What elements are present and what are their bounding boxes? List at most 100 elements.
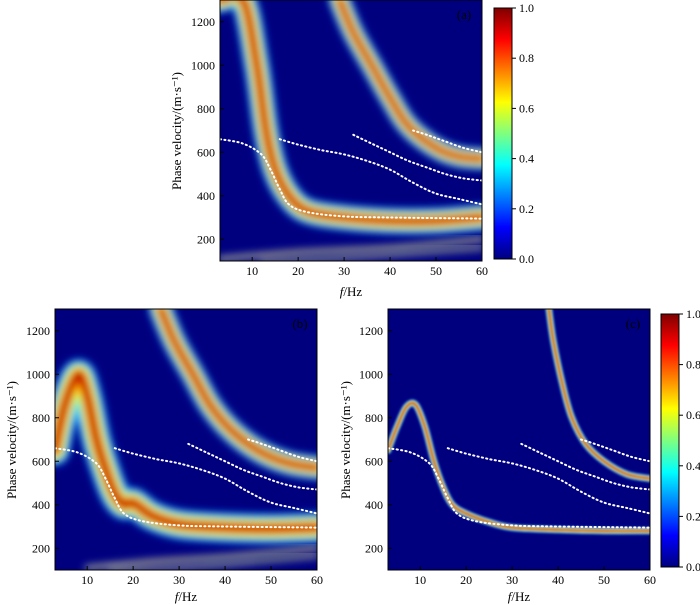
panel-a-ridges bbox=[220, 0, 482, 261]
panel-c-frame bbox=[387, 308, 651, 571]
panel-a-ytick-label-1000: 1000 bbox=[191, 58, 215, 72]
panel-c-ridge-first-higher-layer-6 bbox=[548, 309, 650, 480]
panel-a-ridge-first-higher bbox=[328, 0, 482, 170]
panel-a-xlabel: f/Hz bbox=[340, 284, 363, 299]
panel-b-ridge-low-velocity-2 bbox=[108, 553, 317, 570]
panel-c: 10 20 30 40 50 60 200 400 600 800 1000 1200 (c) f/H… bbox=[338, 308, 656, 604]
panel-c-dispersion-curves bbox=[388, 438, 650, 529]
panel-c-xtick-label-30: 30 bbox=[506, 573, 518, 587]
panel-a-curve-M1 bbox=[278, 138, 482, 206]
panel-a-ytick-label-400: 400 bbox=[197, 189, 215, 203]
panel-c-xlabel-var: f bbox=[508, 589, 514, 604]
panel-b-ytick-label-1000: 1000 bbox=[26, 367, 50, 381]
panel-b-ridge-low-velocity-1-layer-6 bbox=[86, 547, 317, 569]
panel-b-ytick-label-600: 600 bbox=[32, 454, 50, 468]
colorbar-bottom-tick-label-2: 0.4 bbox=[686, 459, 700, 473]
panel-b-xtick-label-60: 60 bbox=[311, 573, 323, 587]
panel-c-curve-M3 bbox=[580, 438, 650, 463]
panel-b-label: (b) bbox=[292, 316, 307, 331]
panel-b-dispersion-curves bbox=[55, 438, 317, 529]
panel-a-ridge-low-velocity-1-layer-6 bbox=[220, 238, 482, 260]
panel-c-ytick-label-400: 400 bbox=[365, 498, 383, 512]
colorbar-bottom-tick-label-1: 0.2 bbox=[686, 509, 700, 523]
panel-a-xtick-label-30: 30 bbox=[338, 264, 350, 278]
panel-b-ridges bbox=[55, 309, 317, 570]
colorbar-top-tick-label-5: 1.0 bbox=[519, 1, 534, 15]
panel-b-xlabel: f/Hz bbox=[175, 589, 198, 604]
colorbar-top-ticks: 0.0 0.2 0.4 0.6 0.8 1.0 bbox=[512, 1, 534, 266]
panel-b-ytick-label-400: 400 bbox=[32, 498, 50, 512]
panel-a-frame bbox=[219, 0, 483, 262]
colorbar-top-tick-label-1: 0.2 bbox=[519, 202, 534, 216]
panel-c-curve-M2 bbox=[520, 442, 650, 491]
panel-c-ytick-label-800: 800 bbox=[365, 411, 383, 425]
panel-b-xtick-label-30: 30 bbox=[173, 573, 185, 587]
panel-c-xtick-label-60: 60 bbox=[644, 573, 656, 587]
panel-b-axes: 10 20 30 40 50 60 200 400 600 800 1000 1200 bbox=[26, 324, 323, 587]
panel-b-xtick-label-20: 20 bbox=[127, 573, 139, 587]
panel-b-curve-M3 bbox=[247, 438, 317, 463]
panel-c-xtick-label-10: 10 bbox=[414, 573, 426, 587]
panel-a-xtick-label-20: 20 bbox=[292, 264, 304, 278]
panel-a-label: (a) bbox=[457, 7, 471, 22]
panel-c-xtick-label-20: 20 bbox=[460, 573, 472, 587]
panel-c-ridge-first-higher bbox=[545, 309, 650, 483]
panel-b-curve-M0 bbox=[55, 447, 317, 529]
panel-a-ridge-low-velocity-1 bbox=[220, 236, 482, 261]
panel-b-ylabel: Phase velocity/(m·s⁻¹) bbox=[4, 381, 19, 499]
panel-b-ytick-label-1200: 1200 bbox=[26, 324, 50, 338]
panel-b-curve-M2 bbox=[187, 442, 317, 491]
panel-c-xlabel-unit: /Hz bbox=[511, 589, 530, 604]
panel-c-ytick-label-1000: 1000 bbox=[359, 367, 383, 381]
panel-b-ytick-label-800: 800 bbox=[32, 411, 50, 425]
panel-a-xtick-label-60: 60 bbox=[476, 264, 488, 278]
colorbar-bottom-ticks: 0.0 0.2 0.4 0.6 0.8 1.0 bbox=[679, 307, 700, 574]
panel-b-ridge-fundamental bbox=[55, 359, 317, 544]
panel-a-ylabel: Phase velocity/(m·s⁻¹) bbox=[169, 72, 184, 190]
panel-a-ridge-first-higher-layer-6 bbox=[338, 0, 482, 161]
panel-a-ytick-label-800: 800 bbox=[197, 102, 215, 116]
panel-a-xlabel-unit: /Hz bbox=[343, 284, 362, 299]
panel-a: 10 20 30 40 50 60 200 400 600 800 1000 1200 (a) f/H… bbox=[169, 0, 488, 299]
panel-b-xtick-label-10: 10 bbox=[81, 573, 93, 587]
panel-a-curve-M3 bbox=[412, 129, 482, 154]
colorbar-top: 0.0 0.2 0.4 0.6 0.8 1.0 bbox=[493, 1, 534, 266]
panel-a-dispersion-curves bbox=[220, 129, 482, 220]
colorbar-bottom-tick-label-5: 1.0 bbox=[686, 307, 700, 321]
colorbar-bottom-tick-label-3: 0.6 bbox=[686, 408, 700, 422]
colorbar-bottom-tick-label-0: 0.0 bbox=[686, 560, 700, 574]
panel-b-xtick-label-50: 50 bbox=[265, 573, 277, 587]
panel-b-ridge-fundamental-layer-6 bbox=[55, 372, 317, 531]
panel-a-ytick-label-1200: 1200 bbox=[191, 15, 215, 29]
panel-c-ylabel: Phase velocity/(m·s⁻¹) bbox=[338, 381, 353, 499]
colorbar-top-tick-label-0: 0.0 bbox=[519, 252, 534, 266]
panel-c-ytick-label-600: 600 bbox=[365, 454, 383, 468]
panel-b-ridge-first-higher-layer-6 bbox=[159, 309, 317, 470]
panel-b-xlabel-unit: /Hz bbox=[178, 589, 197, 604]
colorbar-top-tick-label-4: 0.8 bbox=[519, 51, 534, 65]
panel-c-xtick-label-50: 50 bbox=[598, 573, 610, 587]
panel-a-xtick-label-50: 50 bbox=[430, 264, 442, 278]
panel-c-ytick-label-200: 200 bbox=[365, 541, 383, 555]
panel-b-xlabel-var: f bbox=[175, 589, 181, 604]
colorbar-bottom-tick-label-4: 0.8 bbox=[686, 358, 700, 372]
panel-c-curve-M0 bbox=[388, 447, 650, 529]
panel-a-ridge-fundamental-layer-6 bbox=[220, 0, 482, 223]
panel-c-ytick-label-1200: 1200 bbox=[359, 324, 383, 338]
panel-a-ridge-fundamental bbox=[220, 0, 482, 235]
panel-b-curve-M1 bbox=[113, 447, 317, 515]
panel-b-ytick-label-200: 200 bbox=[32, 541, 50, 555]
panel-a-axes: 10 20 30 40 50 60 200 400 600 800 1000 1200 bbox=[191, 15, 488, 278]
panel-b-ridge-low-velocity-2-layer-6 bbox=[109, 555, 317, 570]
colorbar-top-gradient bbox=[493, 7, 513, 260]
panel-c-xlabel: f/Hz bbox=[508, 589, 531, 604]
panel-c-axes: 10 20 30 40 50 60 200 400 600 800 1000 1200 bbox=[359, 324, 656, 587]
colorbar-bottom-gradient bbox=[660, 313, 680, 568]
panel-b-ridge-first-higher bbox=[148, 309, 317, 480]
panel-b-xtick-label-40: 40 bbox=[219, 573, 231, 587]
panel-a-ytick-label-600: 600 bbox=[197, 145, 215, 159]
colorbar-bottom: 0.0 0.2 0.4 0.6 0.8 1.0 bbox=[660, 307, 700, 574]
panel-a-xtick-label-40: 40 bbox=[384, 264, 396, 278]
panel-a-ytick-label-200: 200 bbox=[197, 232, 215, 246]
